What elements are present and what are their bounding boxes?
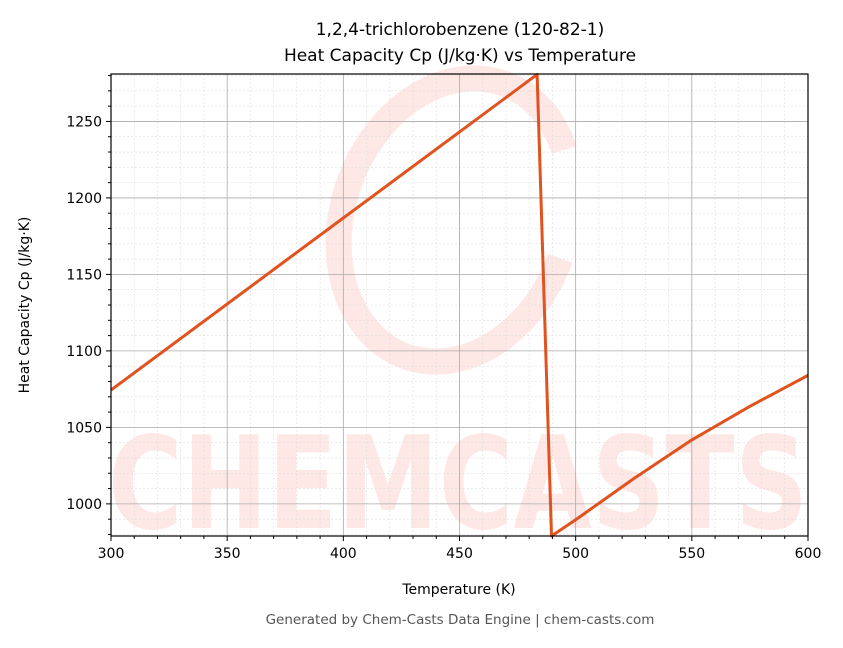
- x-tick-label: 550: [678, 546, 705, 562]
- y-tick-label: 1100: [66, 344, 102, 360]
- watermark-text: CHEMCASTS: [108, 410, 808, 559]
- chart-title: 1,2,4-trichlorobenzene (120-82-1): [316, 20, 605, 40]
- y-tick-label: 1150: [66, 267, 102, 283]
- x-tick-label: 600: [795, 546, 822, 562]
- watermark-logo: CHEMCASTS: [108, 65, 808, 559]
- x-tick-label: 300: [98, 546, 125, 562]
- chart-subtitle: Heat Capacity Cp (J/kg·K) vs Temperature: [284, 46, 636, 66]
- x-tick-label: 500: [562, 546, 589, 562]
- y-tick-label: 1050: [66, 420, 102, 436]
- footer-credit: Generated by Chem-Casts Data Engine | ch…: [266, 612, 655, 628]
- heat-capacity-line: [110, 72, 809, 538]
- x-axis-label: Temperature (K): [401, 582, 515, 598]
- y-tick-label: 1000: [66, 497, 102, 513]
- y-axis-label: Heat Capacity Cp (J/kg·K): [17, 217, 33, 394]
- y-tick-label: 1250: [66, 114, 102, 130]
- x-tick-label: 450: [446, 546, 473, 562]
- x-tick-label: 350: [214, 546, 241, 562]
- y-tick-label: 1200: [66, 191, 102, 207]
- x-tick-label: 400: [330, 546, 357, 562]
